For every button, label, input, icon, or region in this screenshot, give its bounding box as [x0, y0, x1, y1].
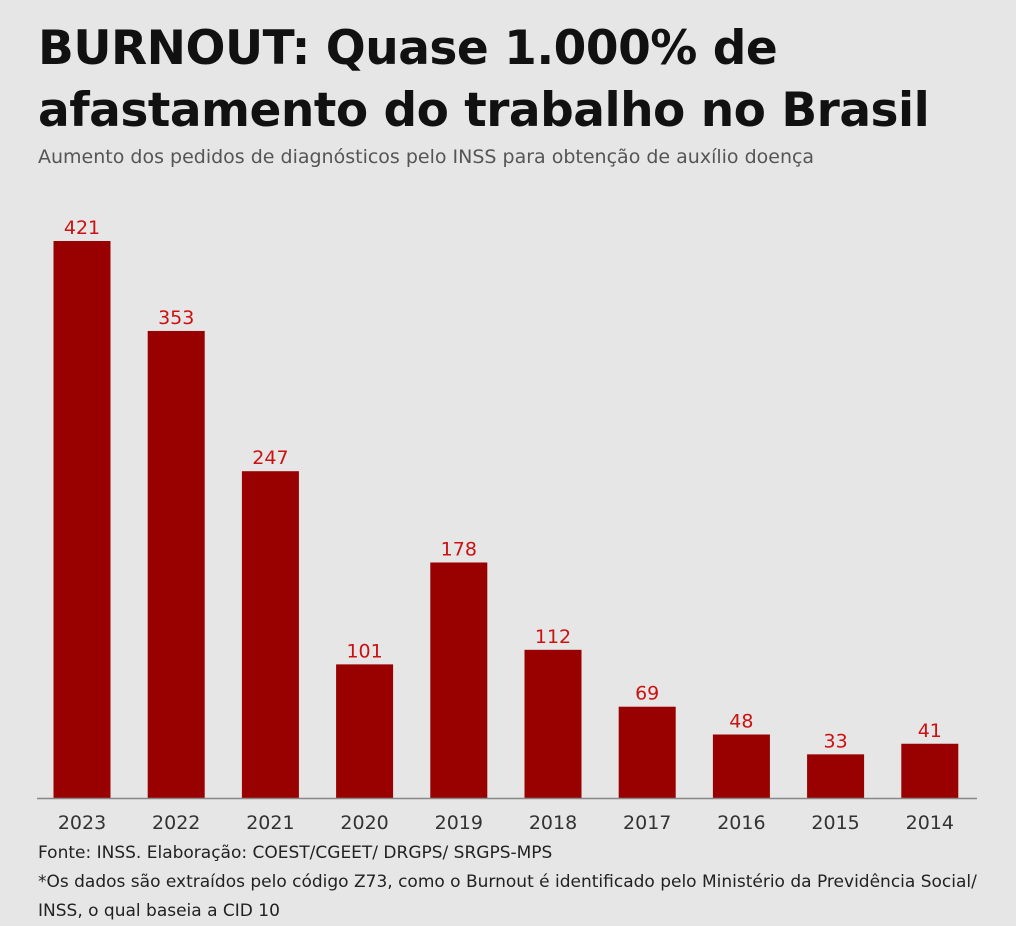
tick-label-2018: 2018 — [529, 812, 577, 834]
tick-label-2021: 2021 — [246, 812, 294, 834]
value-label-2022: 353 — [158, 307, 194, 329]
bar-2019 — [430, 562, 488, 798]
value-label-2016: 48 — [729, 710, 753, 732]
bar-2022 — [147, 330, 205, 798]
value-labels-group: 421 353 247 101 178 112 69 48 33 41 — [64, 217, 942, 752]
tick-label-2023: 2023 — [58, 812, 106, 834]
bars-group — [53, 241, 959, 798]
tick-label-2017: 2017 — [623, 812, 671, 834]
bar-2014 — [901, 743, 959, 798]
footnote: *Os dados são extraídos pelo código Z73,… — [38, 872, 977, 921]
value-label-2021: 247 — [252, 447, 288, 469]
tick-label-2015: 2015 — [811, 812, 859, 834]
bar-2023 — [53, 241, 111, 798]
chart-subtitle: Aumento dos pedidos de diagnósticos pelo… — [38, 146, 815, 168]
tick-label-2020: 2020 — [340, 812, 388, 834]
tick-label-2019: 2019 — [435, 812, 483, 834]
value-label-2023: 421 — [64, 217, 100, 239]
tick-label-2016: 2016 — [717, 812, 765, 834]
tick-label-2022: 2022 — [152, 812, 200, 834]
value-label-2019: 178 — [441, 538, 477, 560]
x-tick-labels-group: 2023 2022 2021 2020 2019 2018 2017 2016 2015 2014 — [58, 812, 954, 834]
value-label-2020: 101 — [346, 640, 382, 662]
value-label-2015: 33 — [824, 730, 848, 752]
bar-2021 — [241, 471, 299, 798]
bar-2016 — [712, 734, 770, 798]
tick-label-2014: 2014 — [906, 812, 954, 834]
bar-2018 — [524, 649, 582, 798]
value-label-2017: 69 — [635, 683, 659, 705]
bar-2015 — [807, 754, 865, 798]
chart-title: BURNOUT: Quase 1.000% de afastamento do … — [38, 21, 930, 138]
bar-2017 — [618, 706, 676, 798]
source-note: Fonte: INSS. Elaboração: COEST/CGEET/ DR… — [38, 843, 553, 863]
value-label-2014: 41 — [918, 720, 942, 742]
chart-notes: Fonte: INSS. Elaboração: COEST/CGEET/ DR… — [38, 839, 998, 926]
value-label-2018: 112 — [535, 626, 571, 648]
bar-2020 — [336, 664, 394, 798]
